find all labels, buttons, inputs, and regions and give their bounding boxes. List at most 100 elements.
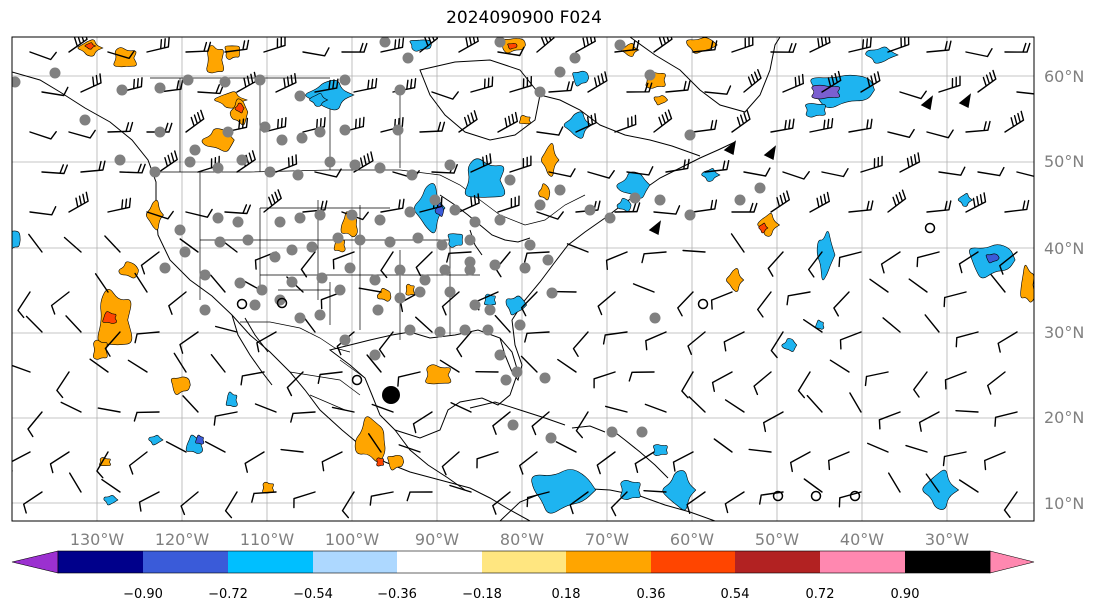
wind-barb (575, 113, 597, 133)
wind-barb (263, 117, 287, 133)
wind-barb (286, 371, 304, 397)
wind-barb (1003, 491, 1018, 518)
station-marker (684, 129, 696, 141)
wind-barb (614, 114, 637, 133)
wind-barb (302, 47, 330, 57)
wind-barb (672, 451, 694, 472)
wind-barb (958, 251, 979, 274)
wind-barb (80, 73, 102, 93)
station-marker (436, 239, 448, 251)
station-marker (269, 251, 281, 263)
wind-barb (275, 154, 298, 173)
negative-anomaly-2 (309, 93, 329, 107)
positive-anomaly-12 (170, 376, 191, 395)
station-marker (444, 286, 456, 298)
lat-label-10n: 10°N (1044, 494, 1085, 513)
wind-barb (378, 331, 394, 358)
wind-pennant (723, 140, 736, 156)
wind-barb (977, 166, 1005, 177)
wind-barb (128, 451, 148, 475)
calm-wind-marker (697, 298, 709, 310)
wind-barb (704, 85, 732, 95)
wind-barb (645, 331, 667, 351)
wind-barb (913, 371, 928, 398)
wind-barb (1004, 199, 1030, 213)
wind-barb (366, 354, 382, 373)
wind-barb (806, 394, 823, 413)
station-marker (444, 159, 456, 171)
lon-label-50w: 50°W (754, 530, 800, 549)
station-marker (649, 312, 661, 324)
wind-barb (256, 331, 277, 353)
calm-wind-marker (351, 374, 363, 386)
wind-barb (999, 251, 1018, 275)
wind-barb (185, 41, 212, 53)
wind-barb (290, 411, 316, 423)
wind-barb (380, 198, 405, 213)
wind-barb (441, 291, 460, 316)
station-marker (294, 312, 306, 324)
colorbar-segment-1 (58, 551, 143, 573)
station-marker (212, 212, 224, 224)
wind-barb (224, 117, 249, 133)
wind-barb (908, 278, 928, 293)
wind-barb (415, 251, 433, 277)
wind-barb (626, 166, 654, 176)
station-marker (504, 174, 516, 186)
calm-wind-marker (849, 490, 861, 502)
wind-barb (210, 274, 226, 293)
wind-barb (104, 331, 121, 357)
wind-barb (27, 411, 43, 438)
station-marker (254, 74, 266, 86)
wind-barb (458, 193, 480, 213)
wind-barb (572, 331, 589, 357)
station-marker (406, 169, 418, 181)
station-marker (569, 52, 581, 64)
colorbar-extend-low (11, 550, 59, 574)
wind-barb (888, 472, 901, 493)
colorbar-segment-10 (820, 551, 905, 573)
wind-barb (994, 411, 1018, 427)
station-marker (374, 214, 386, 226)
station-marker (174, 224, 186, 236)
wind-barb (767, 251, 784, 277)
wind-barb (107, 197, 132, 213)
wind-barb (179, 238, 199, 253)
wind-barb (605, 251, 628, 270)
wind-barb (497, 195, 520, 213)
station-marker (372, 304, 384, 316)
strong-negative-anomaly-4 (985, 253, 1000, 264)
wind-barb (332, 251, 355, 270)
wind-barb (626, 82, 653, 93)
station-marker (469, 299, 481, 311)
wind-barb (882, 317, 901, 333)
graticule (12, 37, 1034, 521)
wind-barb (244, 451, 265, 473)
wind-barb (938, 166, 966, 176)
station-marker (404, 324, 416, 336)
strong-negative-anomaly-1 (811, 84, 841, 100)
wind-barb (69, 472, 82, 493)
station-marker (314, 126, 326, 138)
station-marker (434, 326, 446, 338)
wind-barb (314, 78, 339, 93)
wind-barb (12, 451, 31, 472)
station-marker (339, 74, 351, 86)
wind-barb (955, 331, 979, 348)
wind-barb (602, 331, 628, 345)
wind-barb (224, 39, 250, 53)
station-marker (332, 232, 344, 244)
wind-barb (492, 411, 511, 435)
station-marker (79, 114, 91, 126)
station-marker (354, 234, 366, 246)
wind-barb (944, 371, 967, 390)
wind-barb (687, 331, 706, 355)
wind-barb (926, 200, 952, 213)
field-contours (12, 37, 1034, 514)
colorbar-segment-11 (905, 551, 990, 573)
hudson-bay (419, 59, 541, 141)
station-marker (184, 156, 196, 168)
wind-barb (803, 319, 823, 333)
wind-barb (28, 233, 43, 253)
wind-barb (704, 160, 730, 173)
